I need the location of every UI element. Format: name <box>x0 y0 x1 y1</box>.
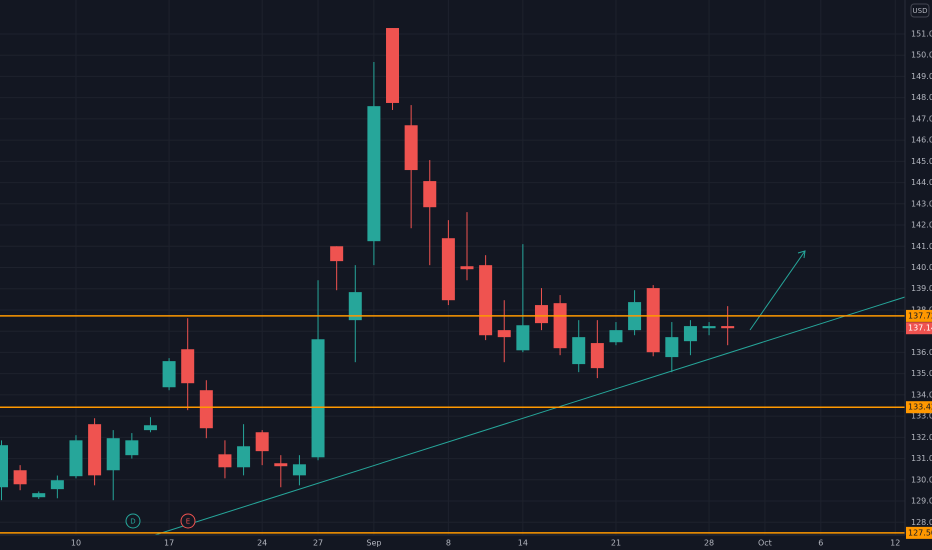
y-tick-label: 130.00 <box>911 475 932 484</box>
x-tick-label: 8 <box>446 539 451 548</box>
x-tick-label: Sep <box>366 539 381 548</box>
candle-body <box>292 464 306 476</box>
x-tick-label: Oct <box>758 539 772 548</box>
y-tick-label: 142.00 <box>911 221 932 230</box>
candle-body <box>348 292 362 321</box>
candle-body <box>702 326 716 329</box>
y-tick-label: 146.00 <box>911 136 932 145</box>
price-axis <box>905 0 932 550</box>
y-tick-label: 151.00 <box>911 29 932 38</box>
x-tick-label: 21 <box>611 539 621 548</box>
event-marker <box>180 513 196 529</box>
y-tick-label: 141.00 <box>911 242 932 251</box>
last-price-label: 137.14 <box>908 324 932 333</box>
x-tick-label: 17 <box>164 539 174 548</box>
y-tick-label: 132.00 <box>911 433 932 442</box>
y-tick-label: 139.00 <box>911 284 932 293</box>
candle-body <box>721 326 735 329</box>
candle-body <box>572 337 586 365</box>
x-tick-label: 12 <box>890 539 900 548</box>
candle-body <box>125 440 139 456</box>
candle-body <box>404 125 418 171</box>
candle-body <box>367 106 381 242</box>
candle-body <box>590 343 604 369</box>
price-line-label-box <box>906 309 932 322</box>
candle-body <box>274 463 288 467</box>
candle-body <box>69 440 83 477</box>
event-label: D <box>130 518 135 526</box>
candle-body <box>330 246 344 262</box>
x-tick-label: 14 <box>518 539 528 548</box>
candle-body <box>0 445 8 488</box>
candle-body <box>32 493 46 498</box>
x-tick-label: 28 <box>704 539 714 548</box>
candle-body <box>683 326 697 342</box>
trend-line <box>154 296 906 536</box>
x-tick-label: 24 <box>257 539 267 548</box>
candle-body <box>143 425 157 431</box>
candle-body <box>311 339 325 458</box>
price-line-label: 133.42 <box>908 403 932 412</box>
x-tick-label: 27 <box>313 539 323 548</box>
price-line-label: 127.50 <box>908 528 932 537</box>
candle-body <box>106 438 120 471</box>
y-tick-label: 150.00 <box>911 51 932 60</box>
candle-body <box>181 349 195 384</box>
currency-label: USD <box>913 7 928 15</box>
candle-body <box>516 325 530 351</box>
y-tick-label: 149.00 <box>911 72 932 81</box>
candle-body <box>534 305 548 324</box>
x-tick-label: 10 <box>71 539 81 548</box>
last-price-box <box>906 322 932 335</box>
candle-body <box>199 390 213 429</box>
y-tick-label: 147.00 <box>911 114 932 123</box>
candle-body <box>553 303 567 349</box>
y-tick-label: 128.00 <box>911 518 932 527</box>
y-tick-label: 140.00 <box>911 263 932 272</box>
y-tick-label: 144.00 <box>911 178 932 187</box>
price-line-label: 137.72 <box>908 311 932 320</box>
candle-body <box>13 470 27 485</box>
candle-body <box>162 361 176 388</box>
price-line-label-box <box>906 401 932 414</box>
candle-body <box>441 238 455 301</box>
arrow-head <box>797 250 806 259</box>
y-tick-label: 135.00 <box>911 369 932 378</box>
y-tick-label: 145.00 <box>911 157 932 166</box>
currency-box <box>910 3 930 18</box>
candle-body <box>665 337 679 358</box>
arrow-line <box>749 250 806 331</box>
candle-body <box>255 432 269 452</box>
y-tick-label: 133.00 <box>911 412 932 421</box>
candle-body <box>218 454 232 468</box>
y-tick-label: 134.00 <box>911 390 932 399</box>
candle-body <box>423 181 437 208</box>
candle-body <box>497 330 511 338</box>
price-line-label-box <box>906 526 932 539</box>
candle-body <box>646 288 660 353</box>
candle-body <box>479 265 493 336</box>
event-label: E <box>186 518 190 526</box>
candle-body <box>237 446 251 468</box>
candle-body <box>460 266 474 270</box>
y-tick-label: 136.00 <box>911 348 932 357</box>
y-tick-label: 129.00 <box>911 497 932 506</box>
candle-body <box>88 424 102 476</box>
candle-body <box>50 480 64 490</box>
y-tick-label: 143.00 <box>911 199 932 208</box>
y-tick-label: 131.00 <box>911 454 932 463</box>
candle-body <box>386 28 400 103</box>
x-tick-label: 6 <box>818 539 823 548</box>
y-tick-label: 148.00 <box>911 93 932 102</box>
event-marker <box>125 513 141 529</box>
candle-body <box>609 330 623 343</box>
